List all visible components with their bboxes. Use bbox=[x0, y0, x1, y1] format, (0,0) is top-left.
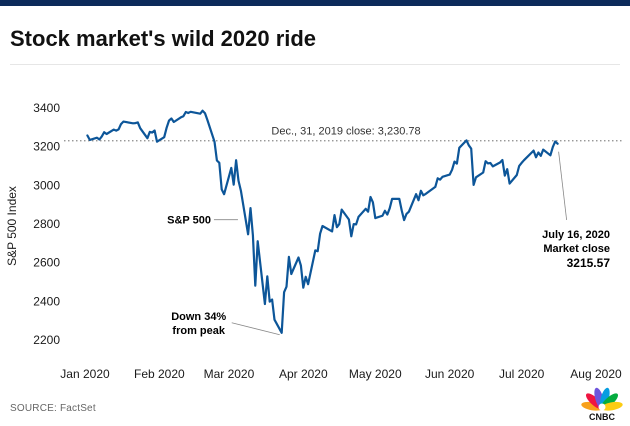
y-tick-label: 3000 bbox=[33, 178, 60, 192]
trough-annotation-line1: Down 34% bbox=[171, 311, 226, 323]
chart-annotations: S&P 500 Down 34% from peak July 16, 2020… bbox=[167, 151, 611, 337]
close-annotation-leader bbox=[558, 151, 568, 221]
close-annotation-label: Market close bbox=[543, 243, 610, 255]
reference-line-label: Dec., 31, 2019 close: 3,230.78 bbox=[271, 126, 420, 138]
x-tick-label: Feb 2020 bbox=[134, 367, 185, 381]
y-tick-label: 2400 bbox=[33, 294, 60, 308]
logo-text: CNBC bbox=[589, 412, 615, 422]
x-tick-label: Apr 2020 bbox=[279, 367, 328, 381]
y-tick-label: 3400 bbox=[33, 101, 60, 115]
x-tick-label: Mar 2020 bbox=[204, 367, 255, 381]
close-annotation-value: 3215.57 bbox=[567, 256, 611, 270]
trough-annotation-leader bbox=[231, 322, 280, 336]
page-title: Stock market's wild 2020 ride bbox=[10, 26, 317, 51]
title-divider bbox=[10, 64, 620, 65]
y-tick-label: 3200 bbox=[33, 140, 60, 154]
x-tick-label: Jan 2020 bbox=[60, 367, 110, 381]
y-axis-label: S&P 500 Index bbox=[5, 186, 19, 266]
peacock-icon bbox=[581, 387, 623, 411]
y-tick-label: 2800 bbox=[33, 217, 60, 231]
x-tick-label: Jun 2020 bbox=[425, 367, 475, 381]
y-axis-ticks: 2200 2400 2600 2800 3000 3200 3400 bbox=[33, 101, 60, 347]
x-axis-ticks: Jan 2020 Feb 2020 Mar 2020 Apr 2020 May 2020… bbox=[60, 367, 622, 381]
trough-annotation-line2: from peak bbox=[172, 325, 225, 337]
x-tick-label: May 2020 bbox=[349, 367, 402, 381]
sp500-label: S&P 500 bbox=[167, 215, 211, 227]
x-tick-label: Aug 2020 bbox=[570, 367, 622, 381]
source-note: SOURCE: FactSet bbox=[10, 403, 96, 414]
header-bar bbox=[0, 0, 630, 6]
y-tick-label: 2600 bbox=[33, 256, 60, 270]
cnbc-logo: CNBC bbox=[581, 387, 623, 422]
y-tick-label: 2200 bbox=[33, 333, 60, 347]
x-tick-label: Jul 2020 bbox=[499, 367, 545, 381]
close-annotation-date: July 16, 2020 bbox=[542, 229, 610, 241]
sp500-line bbox=[86, 109, 559, 334]
